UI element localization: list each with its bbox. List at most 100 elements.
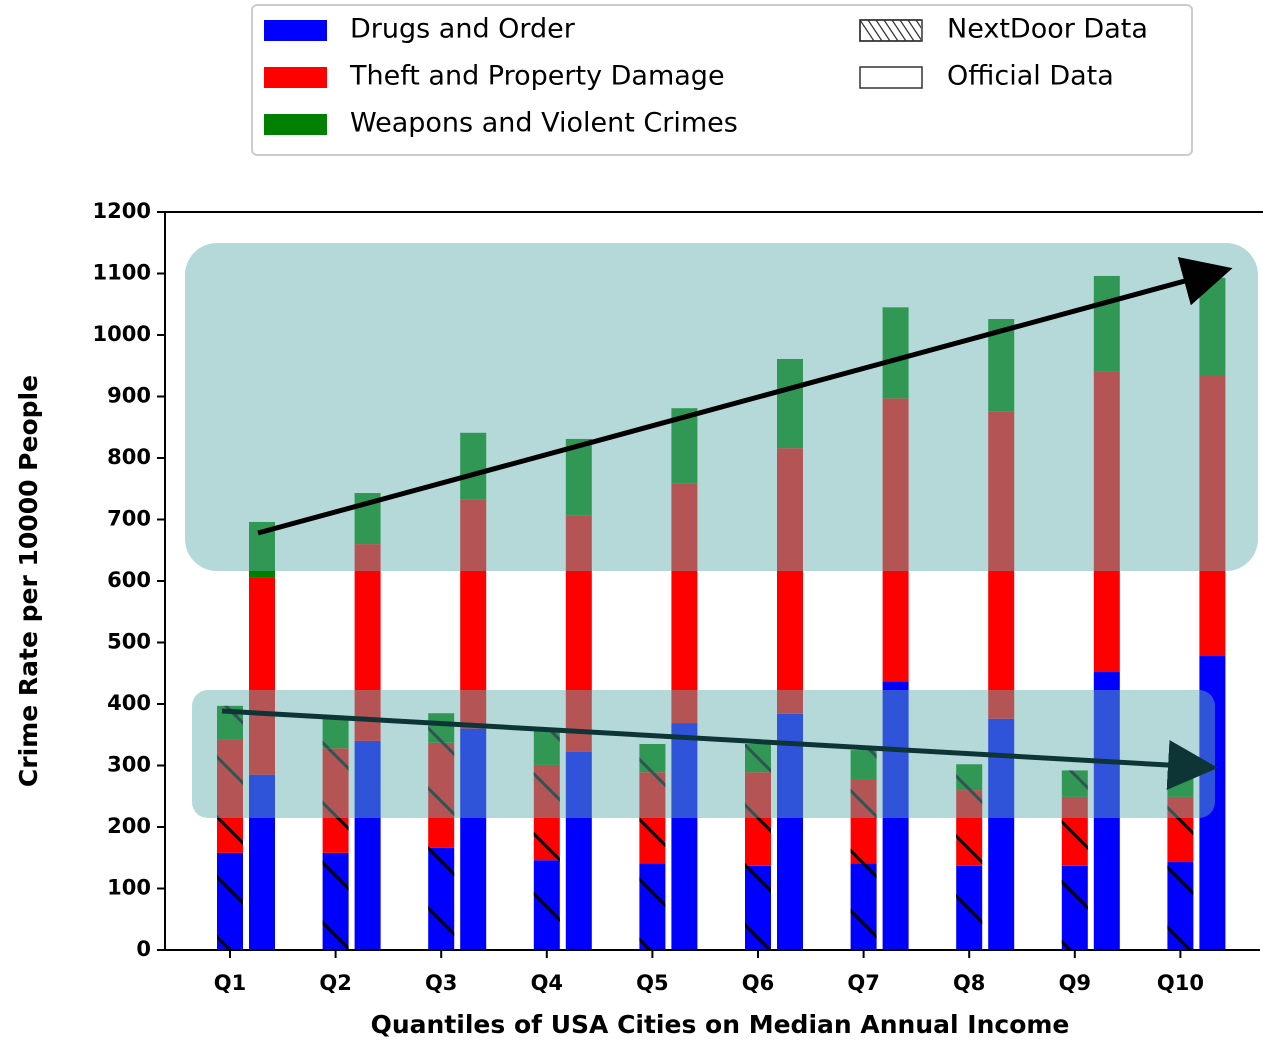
y-tick-label: 300 xyxy=(107,753,151,777)
hatch xyxy=(1061,865,1088,950)
hatch xyxy=(322,852,349,950)
hatch xyxy=(322,748,349,853)
legend-label: Official Data xyxy=(947,61,1114,92)
bar-segment xyxy=(882,681,909,950)
legend-hatch xyxy=(907,19,923,42)
x-tick-label: Q8 xyxy=(953,971,985,995)
bar-segment xyxy=(249,577,275,775)
legend-swatch xyxy=(264,114,327,135)
hatch xyxy=(850,779,877,864)
bar-segment xyxy=(565,438,592,516)
bar-segment xyxy=(1093,672,1120,950)
bar-segment xyxy=(777,713,803,950)
overlays xyxy=(185,243,1258,818)
hatch xyxy=(745,772,771,866)
y-axis-title: Crime Rate per 10000 People xyxy=(14,375,43,787)
bar-segment xyxy=(1199,656,1226,950)
hatch xyxy=(956,764,983,791)
legend-swatch xyxy=(264,67,327,88)
x-tick-label: Q3 xyxy=(425,971,457,995)
hatch xyxy=(428,847,455,950)
hatch xyxy=(956,790,983,866)
hatch xyxy=(533,729,560,765)
x-tick-label: Q5 xyxy=(636,971,668,995)
x-tick-label: Q7 xyxy=(847,971,879,995)
bar-segment xyxy=(671,723,698,950)
hatch xyxy=(1167,862,1194,950)
trend-arrow xyxy=(257,257,1233,536)
bar-segment xyxy=(249,774,275,950)
highlight xyxy=(192,690,1215,818)
y-tick-label: 600 xyxy=(107,568,151,592)
hatch xyxy=(1167,796,1194,863)
bar-segment xyxy=(460,728,487,950)
x-tick-label: Q6 xyxy=(742,971,774,995)
bar-segment xyxy=(882,398,909,682)
legend-label: Weapons and Violent Crimes xyxy=(350,108,738,139)
legend-hatch xyxy=(899,19,915,42)
hatch xyxy=(639,772,666,864)
legend-swatch-clip xyxy=(921,19,937,42)
hatch xyxy=(217,739,243,853)
x-axis-title: Quantiles of USA Cities on Median Annual… xyxy=(371,1010,1070,1039)
legend-items: Drugs and Order Theft and Property Damage… xyxy=(264,14,1148,139)
hatch xyxy=(533,860,560,950)
hatch xyxy=(745,865,771,950)
hatch xyxy=(639,863,666,950)
legend-swatch xyxy=(264,20,327,41)
hatch xyxy=(428,742,455,848)
legend xyxy=(251,4,1193,156)
y-tick-label: 700 xyxy=(107,507,151,531)
legend-hatch xyxy=(867,19,883,42)
x-tick-label: Q2 xyxy=(319,971,351,995)
hatch xyxy=(533,764,560,861)
bar-segment xyxy=(988,411,1015,719)
y-tick-label: 900 xyxy=(107,384,151,408)
bar-segment xyxy=(671,483,698,724)
y-tick-label: 800 xyxy=(107,445,151,469)
y-tick-label: 500 xyxy=(107,630,151,654)
hatch xyxy=(745,743,771,773)
y-tick-label: 100 xyxy=(107,876,151,900)
bar-segment xyxy=(354,544,381,741)
hatch xyxy=(850,863,877,950)
y-tick-label: 1200 xyxy=(93,199,151,223)
legend-hatch xyxy=(859,19,875,42)
hatch xyxy=(217,852,243,950)
y-tick-label: 1100 xyxy=(93,261,151,285)
legend-label: Theft and Property Damage xyxy=(349,61,725,92)
bar-segment xyxy=(354,740,381,950)
bar-segment xyxy=(882,307,909,399)
hatch xyxy=(1061,770,1088,797)
bar-segment xyxy=(460,432,487,500)
bar-segment xyxy=(1093,371,1120,673)
x-tick-label: Q10 xyxy=(1157,971,1204,995)
bar-segment xyxy=(777,358,803,449)
legend-hatch xyxy=(875,19,891,42)
bar-segment xyxy=(565,751,592,950)
x-tick-label: Q9 xyxy=(1059,971,1091,995)
bar-segment xyxy=(777,448,803,714)
hatch xyxy=(956,865,983,950)
legend-label: Drugs and Order xyxy=(350,14,576,45)
bars xyxy=(217,275,1226,950)
x-tick-label: Q4 xyxy=(531,971,563,995)
x-tick-label: Q1 xyxy=(214,971,246,995)
hatch xyxy=(322,718,349,749)
bar-segment xyxy=(565,515,592,752)
legend-hatch xyxy=(891,19,907,42)
bar-segment xyxy=(1199,374,1226,657)
hatch xyxy=(639,743,666,773)
y-tick-label: 1000 xyxy=(93,322,151,346)
bar-segment xyxy=(1093,275,1120,372)
legend-label: NextDoor Data xyxy=(947,14,1148,45)
hatch xyxy=(428,713,455,743)
legend-hatch xyxy=(883,19,899,42)
y-tick-label: 0 xyxy=(136,937,151,961)
legend-swatch xyxy=(859,66,923,89)
hatch xyxy=(850,750,877,780)
y-tick-label: 200 xyxy=(107,814,151,838)
legend-swatch-border xyxy=(859,19,923,42)
hatch xyxy=(1061,796,1088,866)
